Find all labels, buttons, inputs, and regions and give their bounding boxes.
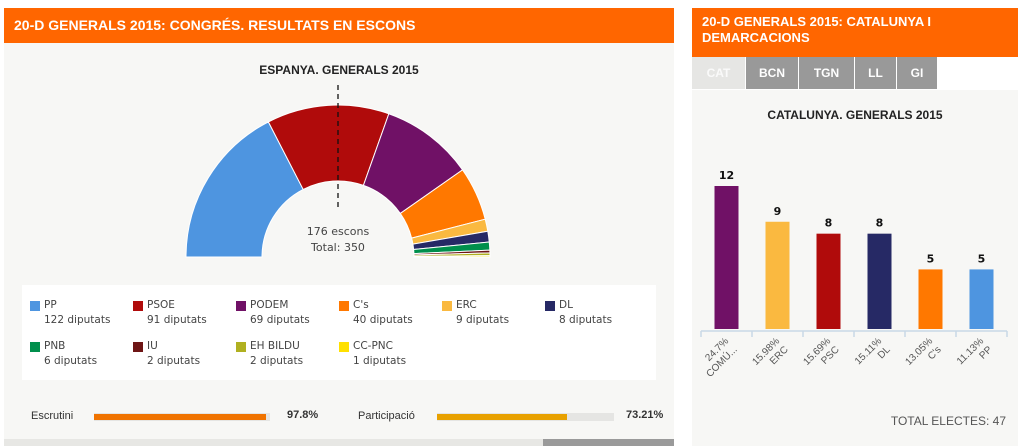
tab-ll[interactable]: LL (855, 57, 896, 89)
bar-pp[interactable] (969, 269, 994, 329)
legend-party-name: PP (44, 299, 57, 311)
x-tick-label: 11.13%PP (955, 336, 995, 367)
bar-value-label: 9 (774, 205, 782, 218)
legend-swatch (339, 342, 349, 352)
bar-chart-title: CATALUNYA. GENERALS 2015 (767, 108, 943, 122)
legend-swatch (236, 301, 246, 311)
x-tick-label: 15.98%ERC (750, 336, 790, 368)
bar-value-label: 8 (876, 217, 884, 230)
bar-dl[interactable] (867, 233, 892, 329)
legend-swatch (133, 301, 143, 311)
legend-party-name: PODEM (250, 299, 289, 311)
legend-seat-count: 2 diputats (147, 355, 201, 367)
x-tick-label: 24.7%COMÚ... (703, 336, 740, 380)
legend-swatch (30, 301, 40, 311)
legend-seat-count: 122 diputats (44, 314, 111, 326)
bar-value-label: 5 (927, 252, 935, 265)
legend-party-name: PSOE (147, 299, 175, 311)
legend-party-name: EH BILDU (250, 340, 300, 352)
scrollbar-thumb[interactable] (543, 439, 674, 446)
legend-party-name: C's (353, 299, 369, 311)
bar-psc[interactable] (816, 233, 841, 329)
donut-chart-title: ESPANYA. GENERALS 2015 (259, 63, 419, 77)
legend-party-name: PNB (44, 340, 66, 352)
total-seats-label: Total: 350 (311, 241, 365, 254)
x-tick-label: 15.11%DL (853, 336, 893, 367)
donut-slice-cc-pnc[interactable] (413, 255, 491, 258)
catalonia-header-line1: 20-D GENERALS 2015: CATALUNYA I (702, 14, 931, 29)
scrutiny-label: Escrutini (31, 410, 74, 422)
bar-value-label: 8 (825, 217, 833, 230)
bar-com[interactable] (714, 186, 739, 329)
bar-erc[interactable] (765, 221, 790, 329)
scrutiny-progress-fill (94, 414, 267, 420)
bar-value-label: 12 (719, 169, 734, 182)
congress-panel-header: 20-D GENERALS 2015: CONGRÉS. RESULTATS E… (4, 8, 674, 43)
legend-seat-count: 2 diputats (250, 355, 304, 367)
total-elected: TOTAL ELECTES: 47 (890, 414, 1006, 428)
bar-value-label: 5 (978, 252, 986, 265)
legend-seat-count: 9 diputats (456, 314, 510, 326)
x-tick-label: 15.69%PSC (801, 336, 841, 368)
tab-cat[interactable]: CAT (692, 57, 745, 89)
legend-swatch (236, 342, 246, 352)
scrutiny-progress-bar (94, 413, 270, 421)
party-legend: PP 122 diputats PSOE 91 diputats PODEM 69 dip… (22, 285, 656, 380)
legend-swatch (339, 301, 349, 311)
catalonia-panel-header: 20-D GENERALS 2015: CATALUNYA I DEMARCAC… (692, 8, 1018, 57)
legend-seat-count: 91 diputats (147, 314, 207, 326)
tab-tgn[interactable]: TGN (799, 57, 854, 89)
bar-c-s[interactable] (918, 269, 943, 329)
legend-swatch (545, 301, 555, 311)
legend-swatch (133, 342, 143, 352)
legend-seat-count: 8 diputats (559, 314, 613, 326)
majority-label: 176 escons (306, 225, 370, 238)
scrutiny-value: 97.8% (287, 409, 319, 421)
x-tick-label: 13.05%C's (903, 336, 943, 368)
legend-swatch (442, 301, 452, 311)
legend-seat-count: 40 diputats (353, 314, 413, 326)
legend-seat-count: 1 diputats (353, 355, 407, 367)
tab-gi[interactable]: GI (897, 57, 937, 89)
legend-party-name: DL (559, 299, 573, 311)
congress-results-panel: 20-D GENERALS 2015: CONGRÉS. RESULTATS E… (4, 8, 674, 446)
turnout-progress-fill (437, 414, 567, 420)
legend-party-name: ERC (456, 299, 477, 311)
donut-slice-pp[interactable] (185, 121, 304, 258)
catalonia-header-line2: DEMARCACIONS (702, 30, 810, 45)
tab-bcn[interactable]: BCN (746, 57, 798, 89)
turnout-label: Participació (358, 410, 415, 422)
legend-seat-count: 6 diputats (44, 355, 98, 367)
seat-donut-chart (185, 85, 491, 258)
legend-party-name: CC-PNC (353, 340, 393, 352)
legend-seat-count: 69 diputats (250, 314, 310, 326)
district-tabs: CAT BCN TGN LL GI (692, 57, 938, 89)
turnout-value: 73.21% (626, 409, 664, 421)
catalonia-chart-area: CATALUNYA. GENERALS 2015 12 24.7% COMÚ... 9… (692, 90, 1018, 446)
catalonia-results-panel: 20-D GENERALS 2015: CATALUNYA I DEMARCAC… (692, 8, 1018, 446)
catalonia-bar-chart: 12 24.7%COMÚ... 9 15.98%ERC 8 15.69%PSC 8 15.11… (700, 169, 1008, 380)
turnout-progress-bar (437, 413, 614, 421)
legend-swatch (30, 342, 40, 352)
horizontal-scrollbar[interactable] (4, 439, 674, 446)
legend-party-name: IU (147, 340, 158, 352)
